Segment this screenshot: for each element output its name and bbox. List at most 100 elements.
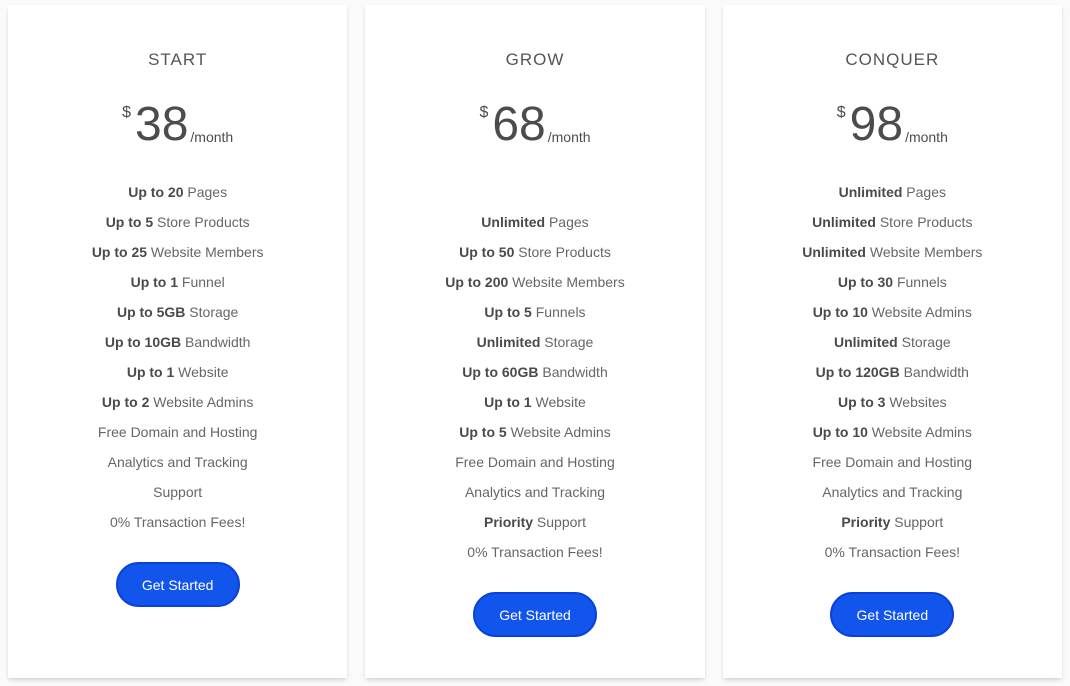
feature-text: Bandwidth: [899, 364, 969, 380]
feature-item: Up to 10 Website Admins: [723, 417, 1062, 447]
feature-highlight: Up to 10: [812, 424, 868, 440]
feature-highlight: Up to 60GB: [462, 364, 539, 380]
feature-item: Up to 10GB Bandwidth: [8, 327, 347, 357]
feature-highlight: Up to 5: [105, 214, 154, 230]
pricing-card: START $ 38 /month Up to 20 Pages Up to 5 …: [8, 5, 348, 678]
feature-text: Storage: [185, 304, 239, 320]
feature-item: Up to 2 Website Admins: [8, 387, 347, 417]
price-amount: 98: [849, 98, 904, 151]
feature-item: Unlimited Storage: [723, 327, 1062, 357]
feature-item: Priority Support: [723, 507, 1062, 537]
price-amount: 68: [492, 98, 546, 151]
feature-item: Free Domain and Hosting: [723, 447, 1062, 477]
feature-highlight: Up to 3: [837, 394, 886, 410]
feature-text: Support: [153, 484, 203, 500]
feature-item: Up to 30 Funnels: [723, 267, 1062, 297]
feature-text: Website Admins: [867, 424, 972, 440]
feature-item: 0% Transaction Fees!: [365, 537, 704, 567]
feature-item: Up to 5 Store Products: [8, 207, 347, 237]
feature-text: Analytics and Tracking: [107, 454, 248, 470]
feature-text: Support: [890, 514, 944, 530]
currency-symbol: $: [122, 104, 132, 121]
feature-item: 0% Transaction Fees!: [723, 537, 1062, 567]
feature-item: Up to 1 Funnel: [8, 267, 347, 297]
currency-symbol: $: [836, 104, 846, 121]
get-started-button[interactable]: Get Started: [830, 592, 955, 637]
get-started-button[interactable]: Get Started: [115, 562, 240, 607]
feature-item: Analytics and Tracking: [723, 477, 1062, 507]
feature-list: Up to 20 Pages Up to 5 Store Products Up t…: [8, 177, 347, 537]
feature-list: Unlimited Pages Up to 50 Store Products Up…: [365, 177, 704, 567]
feature-text: Bandwidth: [181, 334, 251, 350]
feature-item: Up to 5 Website Admins: [365, 417, 704, 447]
plan-title: GROW: [505, 50, 565, 69]
feature-text: Pages: [902, 184, 946, 200]
feature-item: Priority Support: [365, 507, 704, 537]
feature-highlight: Unlimited: [833, 334, 898, 350]
feature-text: 0% Transaction Fees!: [467, 544, 603, 560]
feature-highlight: Up to 30: [837, 274, 894, 290]
feature-item: Unlimited Pages: [365, 207, 704, 237]
feature-text: Website Members: [865, 244, 983, 260]
feature-item: Up to 60GB Bandwidth: [365, 357, 704, 387]
feature-text: Storage: [897, 334, 951, 350]
feature-highlight: Up to 10GB: [104, 334, 182, 350]
feature-item: Up to 5GB Storage: [8, 297, 347, 327]
feature-text: Funnel: [178, 274, 225, 290]
plan-title: START: [148, 50, 208, 69]
plan-price: $ 38 /month: [8, 97, 347, 153]
feature-item: Free Domain and Hosting: [365, 447, 704, 477]
feature-text: Website: [174, 364, 229, 380]
feature-item: Analytics and Tracking: [8, 447, 347, 477]
feature-item: Unlimited Storage: [365, 327, 704, 357]
feature-text: Free Domain and Hosting: [97, 424, 258, 440]
feature-highlight: Up to 10: [812, 304, 868, 320]
price-period: /month: [190, 129, 234, 145]
feature-item: Up to 50 Store Products: [365, 237, 704, 267]
feature-highlight: Up to 1: [484, 394, 532, 410]
feature-highlight: Up to 120GB: [815, 364, 900, 380]
feature-text: Website Admins: [506, 424, 611, 440]
feature-item: Up to 3 Websites: [723, 387, 1062, 417]
feature-highlight: Unlimited: [476, 334, 541, 350]
feature-highlight: Up to 5: [484, 304, 532, 320]
price-amount: 38: [135, 98, 189, 151]
feature-text: Store Products: [875, 214, 973, 230]
feature-text: Pages: [545, 214, 589, 230]
feature-highlight: Unlimited: [838, 184, 903, 200]
feature-item: Up to 1 Website: [8, 357, 347, 387]
feature-item: Up to 1 Website: [365, 387, 704, 417]
feature-item: Unlimited Website Members: [723, 237, 1062, 267]
feature-item: Up to 25 Website Members: [8, 237, 347, 267]
plan-title: CONQUER: [845, 50, 940, 69]
feature-highlight: Up to 1: [126, 364, 175, 380]
currency-symbol: $: [479, 104, 489, 121]
feature-text: Store Products: [514, 244, 611, 260]
feature-text: Website Admins: [867, 304, 972, 320]
feature-text: 0% Transaction Fees!: [824, 544, 961, 560]
pricing-card: GROW $ 68 /month Unlimited Pages Up to 50…: [365, 5, 705, 678]
feature-text: Free Domain and Hosting: [812, 454, 973, 470]
get-started-button[interactable]: Get Started: [472, 592, 597, 637]
feature-text: Bandwidth: [538, 364, 608, 380]
feature-text: Funnels: [893, 274, 947, 290]
plan-price: $ 98 /month: [723, 97, 1062, 153]
feature-text: 0% Transaction Fees!: [109, 514, 246, 530]
feature-highlight: Unlimited: [812, 214, 876, 230]
feature-text: Support: [533, 514, 586, 530]
feature-highlight: Up to 5GB: [116, 304, 186, 320]
feature-highlight: Up to 200: [445, 274, 509, 290]
feature-item: Unlimited Store Products: [723, 207, 1062, 237]
feature-text: Website Admins: [149, 394, 254, 410]
feature-highlight: Priority: [484, 514, 534, 530]
feature-text: Website Members: [147, 244, 264, 260]
feature-text: Free Domain and Hosting: [455, 454, 615, 470]
feature-item: Free Domain and Hosting: [8, 417, 347, 447]
feature-item: Up to 5 Funnels: [365, 297, 704, 327]
feature-item: [365, 177, 704, 207]
feature-highlight: Up to 25: [91, 244, 148, 260]
feature-text: Analytics and Tracking: [822, 484, 963, 500]
feature-highlight: Priority: [841, 514, 891, 530]
feature-item: Up to 10 Website Admins: [723, 297, 1062, 327]
